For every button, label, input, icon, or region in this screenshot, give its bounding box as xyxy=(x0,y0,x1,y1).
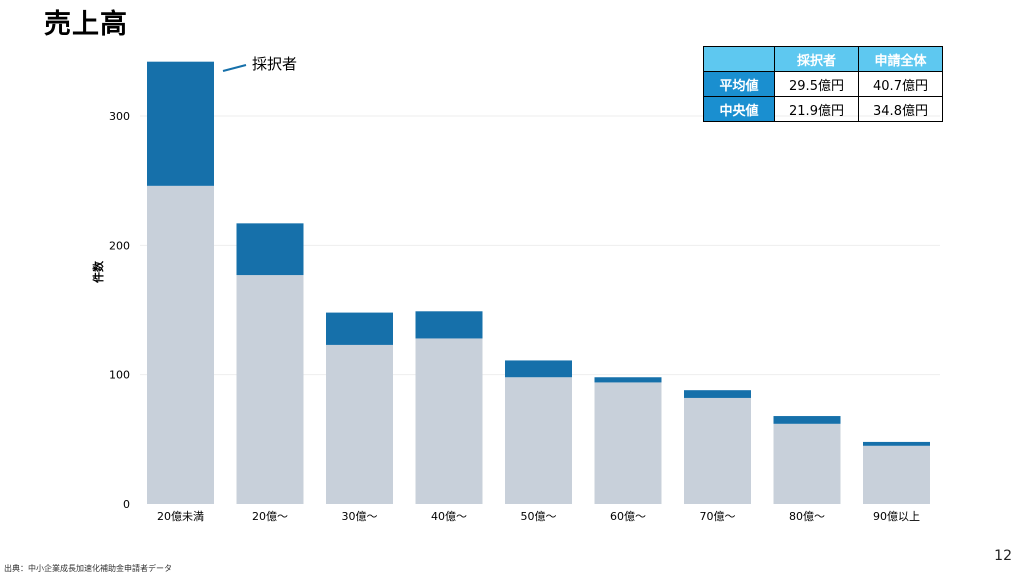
x-tick-label: 20億～ xyxy=(252,510,288,523)
bar-segment-others xyxy=(147,185,214,504)
bar-segment-adopted xyxy=(684,390,751,398)
bar-segment-others xyxy=(773,423,841,504)
table-row-label: 平均値 xyxy=(703,71,775,97)
y-axis-ticks: 0 100 200 300 xyxy=(109,110,130,511)
annotation-leader-line xyxy=(222,64,247,72)
x-tick-label: 30億～ xyxy=(342,510,378,523)
bars xyxy=(147,61,930,504)
table-corner-cell xyxy=(703,46,775,72)
table-cell-adopted: 21.9億円 xyxy=(774,96,859,122)
x-tick-label: 90億以上 xyxy=(873,510,920,523)
bar-segment-adopted xyxy=(147,61,214,186)
x-axis-ticks: 20億未満 20億～ 30億～ 40億～ 50億～ 60億～ 70億～ 80億～ 90億以上 xyxy=(157,510,920,523)
bar-segment-others xyxy=(236,275,304,504)
bar-segment-adopted xyxy=(773,416,841,424)
y-tick-label: 0 xyxy=(123,498,130,511)
table-cell-adopted: 29.5億円 xyxy=(774,71,859,97)
table-row: 中央値 21.9億円 34.8億円 xyxy=(703,96,943,122)
page-title: 売上高 xyxy=(44,9,128,40)
bar-segment-adopted xyxy=(415,311,483,339)
bar-segment-others xyxy=(326,344,393,504)
bar-segment-adopted xyxy=(326,312,393,345)
annotation-label: 採択者 xyxy=(252,55,297,73)
x-tick-label: 80億～ xyxy=(789,510,825,523)
y-tick-label: 200 xyxy=(109,239,130,252)
bar-segment-others xyxy=(505,377,572,504)
table-header-adopted: 採択者 xyxy=(774,46,859,72)
source-note: 出典：中小企業成長加速化補助金申請者データ xyxy=(4,564,172,573)
x-tick-label: 70億～ xyxy=(700,510,736,523)
bar-segment-adopted xyxy=(863,441,930,446)
x-tick-label: 40億～ xyxy=(431,510,467,523)
bar-segment-adopted xyxy=(505,360,572,378)
page-number: 12 xyxy=(994,548,1012,564)
summary-table: 採択者 申請全体 平均値 29.5億円 40.7億円 中央値 21.9億円 34… xyxy=(703,46,943,122)
x-tick-label: 50億～ xyxy=(521,510,557,523)
bar-segment-others xyxy=(684,397,751,504)
bar-segment-others xyxy=(415,338,483,504)
table-header-all: 申請全体 xyxy=(858,46,943,72)
table-cell-all: 40.7億円 xyxy=(858,71,943,97)
x-tick-label: 60億～ xyxy=(610,510,646,523)
y-tick-label: 100 xyxy=(109,369,130,382)
bar-segment-adopted xyxy=(236,223,304,276)
y-axis-label: 件数 xyxy=(91,260,105,283)
table-header-row: 採択者 申請全体 xyxy=(703,46,943,72)
table-row: 平均値 29.5億円 40.7億円 xyxy=(703,71,943,97)
y-tick-label: 300 xyxy=(109,110,130,123)
x-tick-label: 20億未満 xyxy=(157,510,204,523)
table-cell-all: 34.8億円 xyxy=(858,96,943,122)
bar-segment-others xyxy=(863,445,930,504)
bar-segment-adopted xyxy=(594,377,662,383)
table-row-label: 中央値 xyxy=(703,96,775,122)
bar-segment-others xyxy=(594,382,662,504)
